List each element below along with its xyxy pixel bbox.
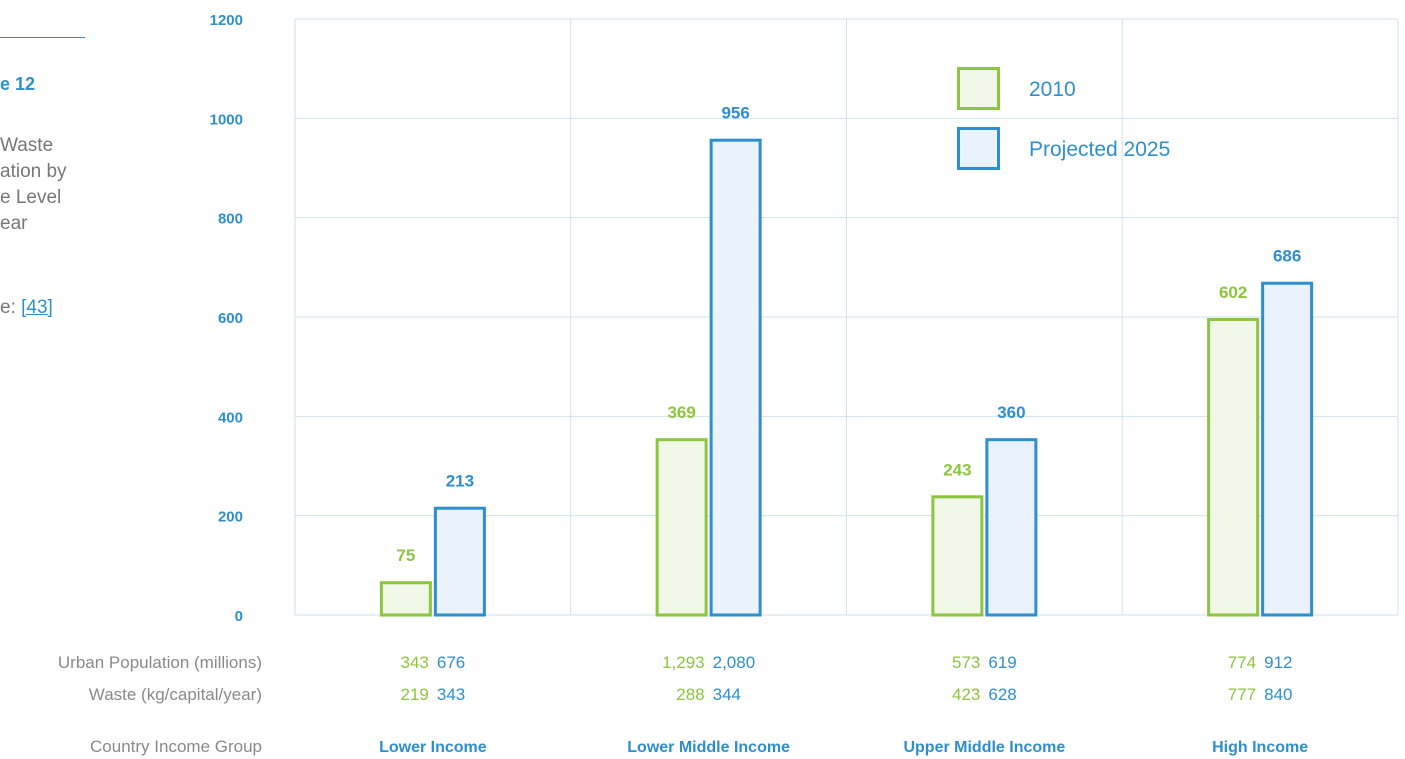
y-tick-label: 400 (218, 409, 243, 426)
legend-label-projected-2025: Projected 2025 (1029, 138, 1170, 161)
y-tick-label: 1200 (210, 12, 243, 29)
legend-label-2010: 2010 (1029, 78, 1076, 101)
table-cell-projected-2025: 912 (1264, 653, 1292, 672)
table-cell-2010: 423 (952, 685, 980, 704)
table-cell-projected-2025: 840 (1264, 685, 1292, 704)
bar-projected-2025 (433, 506, 486, 617)
figure-title-line: e Level (0, 187, 62, 208)
legend-swatch-projected-2025 (957, 127, 1000, 170)
y-tick-label: 800 (218, 211, 243, 228)
table-cell-2010: 343 (401, 653, 429, 672)
legend-swatch-2010 (957, 67, 1000, 110)
data-label-projected-2025: 213 (446, 472, 474, 491)
category-label: Upper Middle Income (903, 739, 1065, 756)
table-cell-projected-2025: 676 (437, 653, 465, 672)
table-cell-projected-2025: 344 (713, 685, 741, 704)
table-cell-projected-2025: 619 (988, 653, 1016, 672)
data-label-projected-2025: 360 (997, 403, 1025, 422)
bar-projected-2025 (985, 438, 1038, 617)
category-label: Lower Income (379, 739, 487, 756)
figure-title-line: ear (0, 213, 28, 234)
figure-source: e: [43] (0, 297, 53, 319)
table-row-label: Waste (kg/capital/year) (89, 685, 262, 704)
data-label-2010: 369 (667, 403, 695, 422)
data-label-projected-2025: 686 (1273, 247, 1301, 266)
data-label-2010: 602 (1219, 283, 1247, 302)
y-tick-label: 1000 (210, 111, 243, 128)
bar-2010 (379, 581, 432, 617)
source-reference-link[interactable]: [43] (21, 297, 53, 318)
table-cell-projected-2025: 628 (988, 685, 1016, 704)
data-label-2010: 75 (396, 546, 415, 565)
table-cell-2010: 777 (1228, 685, 1256, 704)
category-label: High Income (1212, 739, 1308, 756)
sidebar-rule (0, 37, 85, 38)
y-tick-label: 600 (218, 310, 243, 327)
data-label-2010: 243 (943, 460, 971, 479)
bar-projected-2025 (1261, 281, 1314, 617)
table-cell-projected-2025: 343 (437, 685, 465, 704)
table-cell-2010: 288 (676, 685, 704, 704)
y-tick-label: 200 (218, 509, 243, 526)
source-prefix: e: (0, 297, 22, 318)
data-label-projected-2025: 956 (721, 104, 749, 123)
bar-2010 (1207, 317, 1260, 617)
table-cell-2010: 774 (1228, 653, 1256, 672)
table-cell-2010: 1,293 (662, 653, 705, 672)
table-row-label: Urban Population (millions) (58, 653, 262, 672)
table-cell-2010: 219 (401, 685, 429, 704)
table-cell-projected-2025: 2,080 (713, 653, 756, 672)
figure-title-line: Waste (0, 135, 54, 156)
figure-title: Waste ation by e Level ear (0, 133, 67, 237)
category-row-label: Country Income Group (90, 737, 262, 756)
bar-2010 (655, 438, 708, 617)
figure-label: e 12 (0, 74, 36, 94)
category-label: Lower Middle Income (627, 739, 790, 756)
y-tick-label: 0 (235, 608, 243, 625)
figure-title-line: ation by (0, 161, 67, 182)
bar-projected-2025 (709, 138, 762, 617)
bar-2010 (931, 495, 984, 617)
table-cell-2010: 573 (952, 653, 980, 672)
